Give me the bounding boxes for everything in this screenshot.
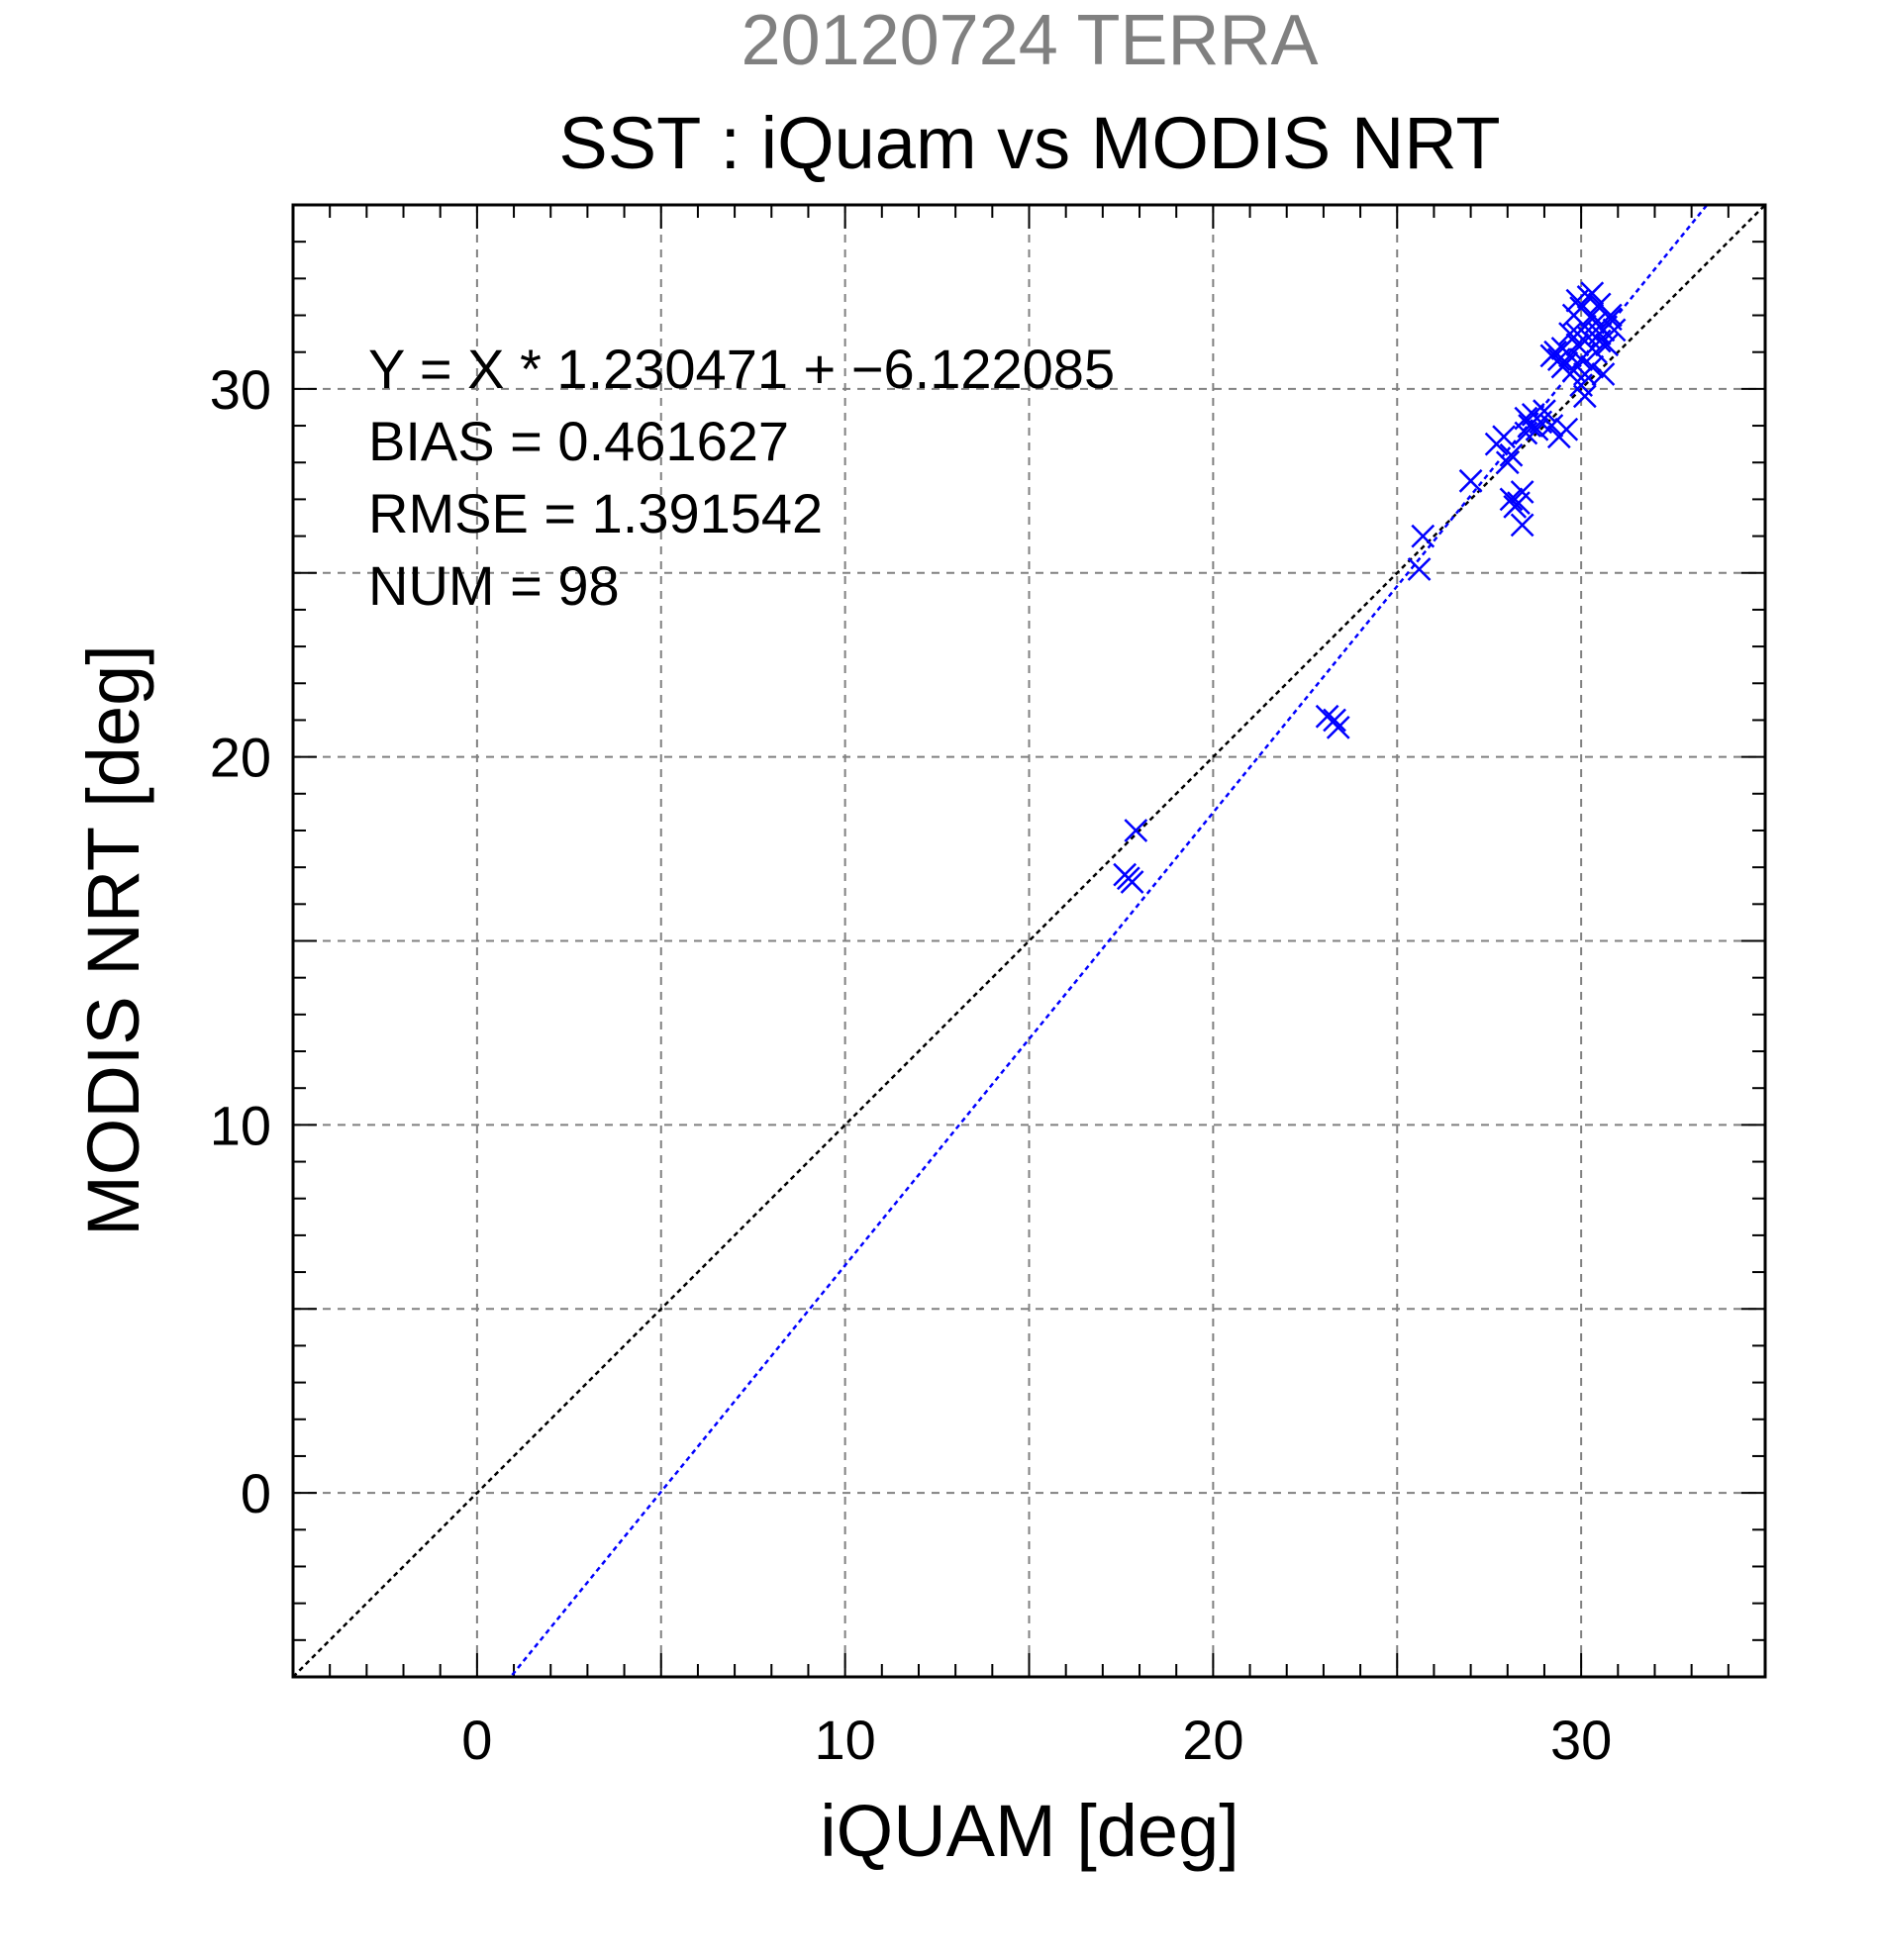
chart-date-title: 20120724 TERRA — [741, 1, 1318, 80]
data-point — [1572, 384, 1597, 409]
data-point — [1598, 303, 1623, 328]
data-point — [1510, 513, 1534, 538]
data-point — [1539, 414, 1564, 438]
data-point — [1565, 333, 1590, 357]
y-tick-label: 20 — [210, 727, 271, 789]
data-point — [1458, 468, 1483, 493]
data-point — [1124, 819, 1148, 842]
x-tick-label: 0 — [461, 1709, 492, 1771]
data-points — [1113, 281, 1627, 894]
data-point — [1525, 417, 1549, 441]
grid — [293, 205, 1765, 1677]
y-axis-label: MODIS NRT [deg] — [72, 644, 154, 1236]
data-point — [1595, 333, 1620, 357]
data-point — [1492, 425, 1516, 449]
stats-annotations: Y = X * 1.230471 + −6.122085 BIAS = 0.46… — [368, 338, 1115, 617]
data-point — [1510, 480, 1534, 504]
data-point — [1533, 399, 1556, 424]
data-point — [1407, 557, 1432, 581]
data-point — [1113, 862, 1138, 887]
chart-title: SST : iQuam vs MODIS NRT — [558, 102, 1500, 184]
data-point — [1580, 303, 1605, 328]
data-point — [1499, 442, 1524, 467]
y-tick-label: 0 — [241, 1462, 271, 1524]
bias-stat: BIAS = 0.461627 — [368, 410, 789, 472]
data-point — [1326, 716, 1350, 739]
rmse-stat: RMSE = 1.391542 — [368, 482, 823, 544]
data-point — [1411, 524, 1436, 548]
x-tick-label: 20 — [1182, 1709, 1243, 1771]
data-point — [1558, 322, 1582, 345]
data-point — [1565, 322, 1590, 345]
x-axis-label: iQUAM [deg] — [820, 1790, 1239, 1872]
data-point — [1569, 347, 1594, 372]
data-point — [1323, 708, 1346, 733]
data-point — [1495, 450, 1520, 475]
y-tick-labels: 0 10 20 30 — [210, 358, 271, 1524]
data-point — [1554, 417, 1579, 441]
y-tick-label: 10 — [210, 1094, 271, 1156]
plot-frame — [291, 203, 1767, 1679]
data-point — [1580, 281, 1605, 306]
data-point — [1587, 329, 1612, 353]
data-point — [1580, 354, 1605, 379]
data-point — [1591, 362, 1616, 386]
count-stat: NUM = 98 — [368, 554, 620, 617]
y-tick-label: 30 — [210, 358, 271, 421]
x-tick-labels: 0 10 20 30 — [461, 1709, 1612, 1771]
x-tick-label: 10 — [814, 1709, 875, 1771]
data-point — [1499, 487, 1524, 512]
regression-equation: Y = X * 1.230471 + −6.122085 — [368, 338, 1115, 400]
x-tick-label: 30 — [1550, 1709, 1612, 1771]
data-point — [1602, 318, 1627, 343]
